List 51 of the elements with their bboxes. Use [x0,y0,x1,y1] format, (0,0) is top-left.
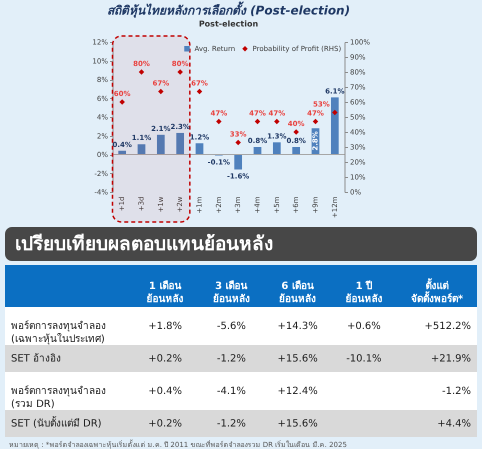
text: +4.4% [437,418,471,430]
point [235,140,241,146]
text: +512.2% [424,321,471,332]
category-label: ตั้งแต่ จัดตั้งพอร์ต* [410,278,464,305]
bar [292,147,300,154]
bar [176,132,184,154]
point [177,69,183,75]
point [216,118,222,124]
point [274,118,280,124]
text: -1.2% [442,386,471,397]
category-label: พอร์ตการลงทุนจำลอง (เฉพาะหุ้นในประเทศ) [11,321,106,345]
text: เปรียบเทียบผลตอบแทนย้อนหลัง [15,233,273,255]
text: -5.6% [216,321,246,332]
text: -1.2% [216,354,246,364]
text: -1.2% [216,418,246,430]
point [196,88,202,94]
chart-subtitle: Post-election [198,19,258,28]
text: +21.9% [430,354,471,364]
text: +0.2% [148,354,182,364]
category-label: พอร์ตการลงทุนจำลอง (รวม DR) [11,386,106,410]
point [312,118,318,124]
bar [272,142,281,154]
category-label: 3 เดือน ย้อนหลัง [212,280,250,305]
category-label: 1 ปี ย้อนหลัง [345,280,382,305]
point [332,110,338,116]
text: +15.6% [278,418,318,430]
text: +14.3% [278,321,318,332]
chart-title: สถิติหุ้นไทยหลังการเลือกตั้ง (Post-election) [106,1,350,18]
point [119,99,125,105]
text: -4.1% [216,386,246,397]
point [138,69,144,75]
bar [156,134,165,154]
category-label: SET อ้างอิง [11,354,61,364]
category-label: 6 เดือน ย้อนหลัง [279,280,316,305]
text: +0.2% [148,418,182,430]
text: -10.1% [346,354,382,364]
text: +15.6% [278,354,318,364]
point [158,88,164,94]
bar [254,147,262,154]
point [293,129,299,135]
text: +0.6% [346,321,381,332]
category-label: 1 เดือน ย้อนหลัง [146,280,184,305]
text: +1.8% [148,321,182,332]
bar [196,143,204,154]
point [254,118,260,124]
text: +0.4% [148,386,182,397]
bar [234,154,242,170]
text: +12.4% [278,386,318,397]
category-label: SET (นับตั้งแต่มี DR) [11,418,102,430]
bar [330,97,339,154]
bar [138,144,146,154]
